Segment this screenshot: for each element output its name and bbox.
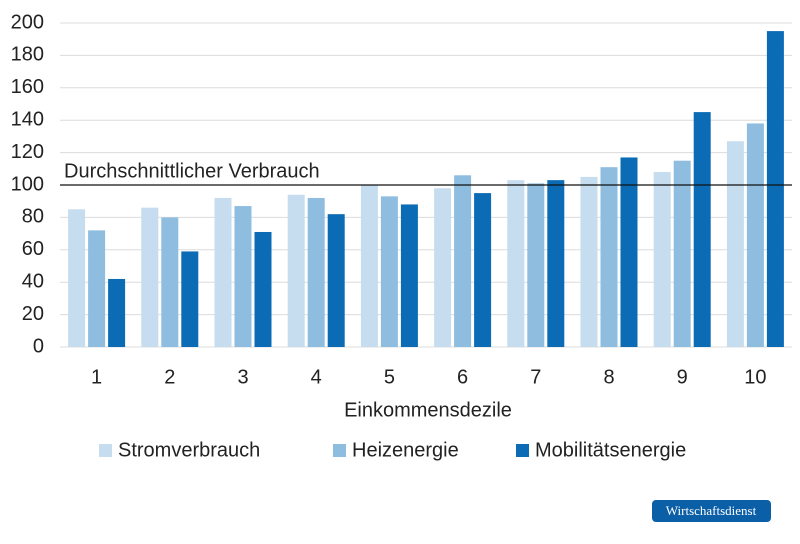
legend-swatch — [99, 444, 112, 457]
y-tick-label: 180 — [11, 44, 44, 66]
legend-label: Stromverbrauch — [118, 439, 260, 461]
x-tick-label: 5 — [384, 366, 395, 388]
bar — [214, 197, 232, 347]
x-tick-label: 2 — [164, 366, 175, 388]
bar — [507, 180, 525, 347]
x-tick-label: 7 — [530, 366, 541, 388]
bar — [400, 204, 418, 347]
bar — [454, 175, 472, 347]
bar — [746, 123, 764, 347]
bar — [653, 172, 671, 347]
y-tick-label: 60 — [22, 238, 44, 260]
bar — [68, 209, 86, 347]
legend-swatch — [516, 444, 529, 457]
bar — [327, 214, 345, 347]
bar — [181, 251, 199, 347]
y-tick-label: 0 — [33, 335, 44, 357]
x-tick-label: 8 — [603, 366, 614, 388]
source-label: Wirtschaftsdienst — [666, 503, 757, 518]
legend-label: Mobilitätsenergie — [535, 439, 686, 461]
x-tick-label: 1 — [91, 366, 102, 388]
bar — [307, 197, 325, 347]
bar — [527, 183, 545, 347]
bar — [234, 206, 252, 347]
bar — [88, 230, 106, 347]
y-tick-label: 160 — [11, 76, 44, 98]
y-tick-label: 100 — [11, 173, 44, 195]
y-tick-label: 140 — [11, 108, 44, 130]
x-tick-label: 6 — [457, 366, 468, 388]
x-tick-label: 10 — [744, 366, 766, 388]
bar — [287, 194, 305, 347]
x-tick-label: 9 — [677, 366, 688, 388]
x-axis-label: Einkommensdezile — [344, 399, 512, 421]
bar — [108, 278, 126, 347]
bar — [254, 231, 272, 347]
bar — [726, 141, 744, 347]
x-tick-label: 4 — [311, 366, 322, 388]
x-tick-label: 3 — [237, 366, 248, 388]
reference-label: Durchschnittlicher Verbrauch — [64, 160, 320, 182]
y-tick-label: 20 — [22, 303, 44, 325]
bar — [360, 185, 378, 347]
bar — [766, 31, 784, 347]
legend-label: Heizenergie — [352, 439, 459, 461]
y-tick-label: 40 — [22, 270, 44, 292]
legend-swatch — [333, 444, 346, 457]
y-tick-label: 200 — [11, 11, 44, 33]
y-tick-label: 120 — [11, 141, 44, 163]
bar — [547, 180, 565, 347]
bar — [434, 188, 452, 347]
bar — [693, 112, 711, 347]
bar — [600, 167, 618, 347]
bar — [161, 217, 179, 347]
y-tick-label: 80 — [22, 206, 44, 228]
bar — [620, 157, 638, 347]
bar — [474, 193, 492, 347]
bar — [380, 196, 398, 347]
bar — [673, 160, 691, 347]
source-badge — [652, 500, 771, 522]
bar — [580, 176, 598, 347]
bar — [141, 207, 159, 347]
